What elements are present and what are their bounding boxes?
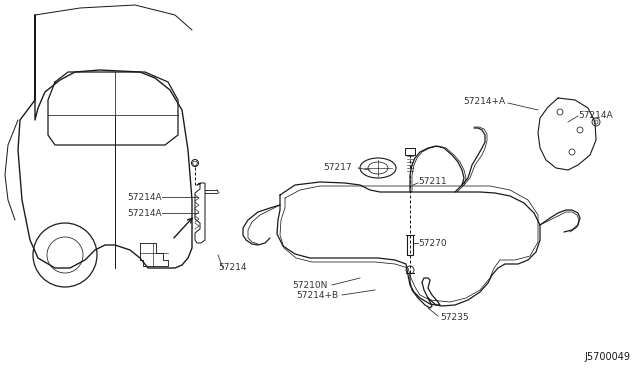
Text: 57214+B: 57214+B [296, 291, 338, 299]
Text: 57214A: 57214A [127, 192, 162, 202]
Text: 57270: 57270 [418, 238, 447, 247]
Text: J5700049: J5700049 [584, 352, 630, 362]
Text: 57214+A: 57214+A [463, 97, 505, 106]
Text: 57211: 57211 [418, 177, 447, 186]
Text: 57214A: 57214A [127, 208, 162, 218]
Text: 57214: 57214 [218, 263, 246, 273]
Text: 57210N: 57210N [292, 280, 328, 289]
Text: 57217: 57217 [323, 164, 352, 173]
Text: 57214A: 57214A [578, 110, 612, 119]
Text: 57235: 57235 [440, 314, 468, 323]
